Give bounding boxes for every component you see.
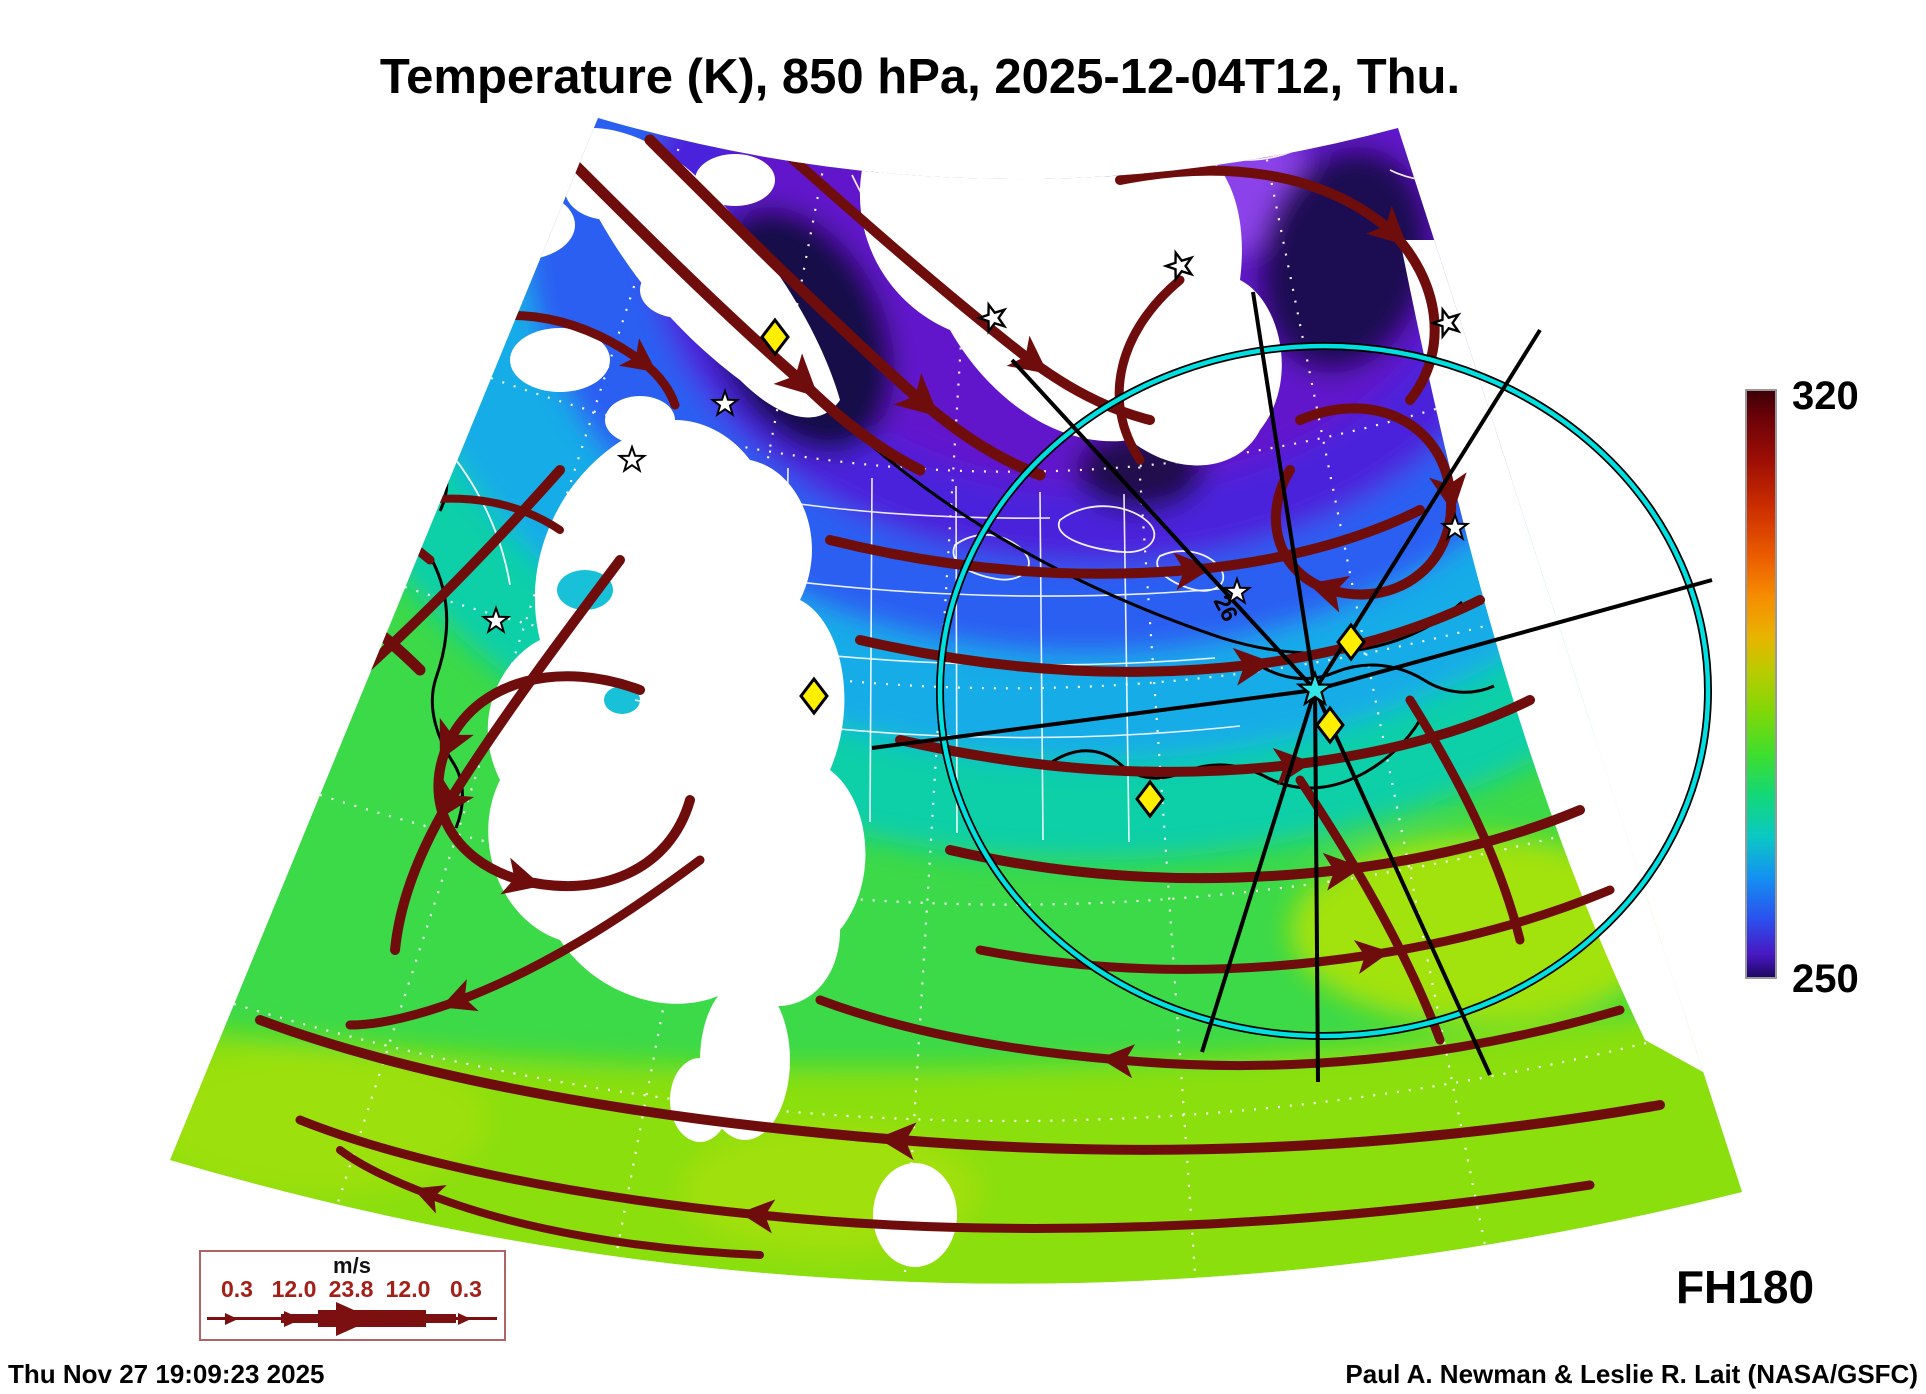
map-area: 26 (170, 118, 1742, 1284)
legend-units-label: m/s (333, 1253, 371, 1278)
wind-streamlines (194, 125, 1665, 1259)
lake-patch (604, 686, 640, 714)
graticule (233, 118, 1691, 1284)
colorbar-gradient (1745, 389, 1777, 979)
range-ring (937, 343, 1711, 1039)
legend-value: 0.3 (221, 1276, 253, 1302)
legend-value: 12.0 (386, 1276, 431, 1302)
colorbar-min-label: 250 (1792, 957, 1859, 1001)
legend-box (199, 1250, 506, 1341)
wind-speed-legend: m/s 0.3 12.0 23.8 12.0 0.3 (199, 1250, 506, 1341)
credit-text: Paul A. Newman & Leslie R. Lait (NASA/GS… (1345, 1359, 1918, 1389)
azimuth-lines (871, 291, 1713, 1083)
range-ring-group (871, 291, 1713, 1083)
figure-title: Temperature (K), 850 hPa, 2025-12-04T12,… (380, 50, 1460, 104)
forecast-hour-label: FH180 (1676, 1261, 1814, 1313)
legend-value: 23.8 (329, 1276, 374, 1302)
legend-value: 12.0 (272, 1276, 317, 1302)
wind-scale-arrow-icon (207, 1302, 497, 1336)
colorbar: 320 250 (1745, 374, 1859, 1001)
colorbar-max-label: 320 (1792, 374, 1859, 418)
generated-timestamp: Thu Nov 27 19:09:23 2025 (8, 1359, 325, 1389)
legend-value: 0.3 (450, 1276, 482, 1302)
